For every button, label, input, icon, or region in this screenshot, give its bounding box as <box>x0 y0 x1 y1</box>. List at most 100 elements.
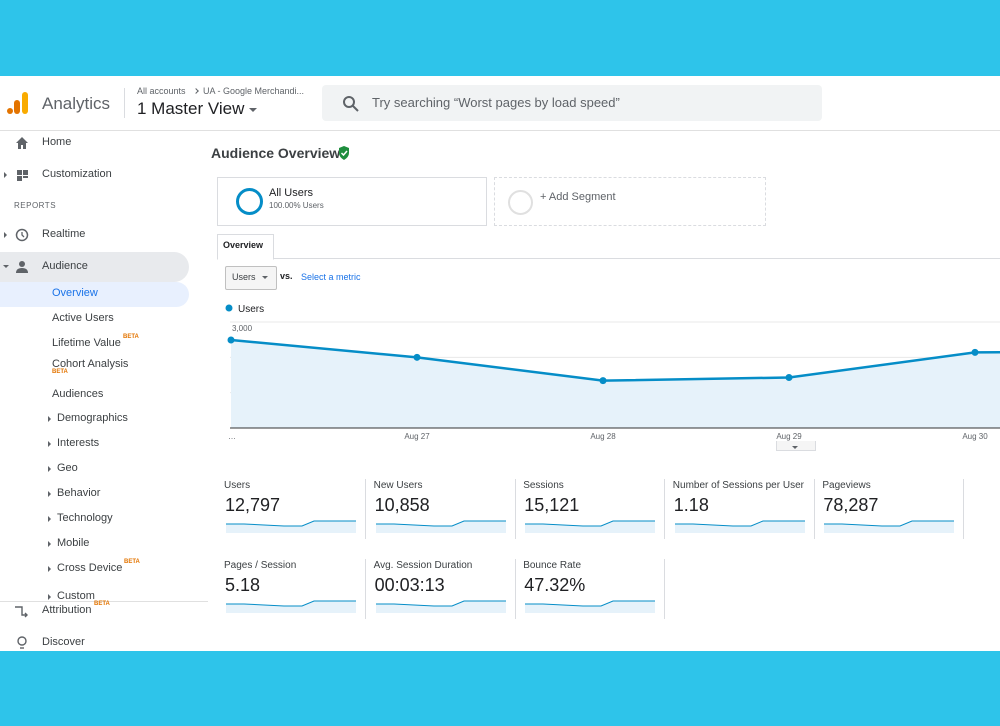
header-divider <box>124 88 125 118</box>
sparkline-line <box>375 600 506 607</box>
icon-shape <box>15 228 29 242</box>
card-separator <box>963 479 965 539</box>
sparkline <box>525 600 656 613</box>
logo-dot <box>7 108 13 114</box>
nav-item[interactable]: Realtime <box>42 228 86 240</box>
metric-label: Bounce Rate <box>523 560 582 571</box>
active-parent-highlight <box>0 252 189 282</box>
legend-swatch <box>225 304 233 312</box>
add-segment-ring <box>508 190 533 215</box>
nav-item[interactable]: Overview <box>52 287 98 299</box>
point <box>599 377 607 385</box>
sparkline-area <box>226 521 356 533</box>
icon-shape <box>16 137 28 149</box>
point <box>227 336 235 344</box>
breadcrumb[interactable]: UA - Google Merchandi... <box>203 86 305 96</box>
sparkline-line <box>824 520 955 527</box>
nav-item[interactable]: Attribution <box>42 604 92 616</box>
card-separator <box>813 479 815 539</box>
brand: Analytics <box>42 94 111 113</box>
icon-shape <box>16 268 28 273</box>
metric-dropdown[interactable] <box>225 266 277 290</box>
nav-item[interactable]: Discover <box>42 636 85 648</box>
sparkline <box>824 520 955 533</box>
icon-shape <box>21 232 25 238</box>
nav-item[interactable]: Lifetime Value <box>52 337 121 349</box>
metric-value: 1.18 <box>673 495 709 515</box>
sparkline-area <box>375 521 506 533</box>
logo-bar <box>14 100 20 114</box>
nav-icon <box>15 228 29 242</box>
metric-label: Pages / Session <box>224 560 297 571</box>
search-icon-ring <box>343 96 355 108</box>
point <box>971 348 979 356</box>
nav-item[interactable]: Cross Device <box>57 562 123 574</box>
handle-arrow <box>792 446 798 449</box>
card-separator <box>365 559 366 619</box>
active-item-highlight <box>0 282 189 307</box>
nav-item[interactable]: Audience <box>42 260 88 272</box>
x-tick-label: Aug 28 <box>590 432 616 441</box>
metric-value: 47.32% <box>524 575 586 595</box>
tab-strip-line <box>217 258 1000 259</box>
point <box>413 353 421 361</box>
nav-item[interactable]: Demographics <box>57 412 128 424</box>
nav-item[interactable]: Home <box>42 136 72 148</box>
sparkline <box>375 600 506 613</box>
logo <box>7 92 28 114</box>
nav-item[interactable]: Geo <box>57 462 78 474</box>
add-segment-card[interactable] <box>494 177 766 226</box>
nav-item[interactable]: Cohort Analysis <box>52 358 129 370</box>
metric-label: Users <box>224 480 251 491</box>
badge-check <box>340 150 348 157</box>
sparkline <box>525 520 656 533</box>
nav-item[interactable]: Customization <box>42 168 112 180</box>
search-placeholder: Try searching “Worst pages by load speed… <box>372 95 620 110</box>
verified-badge <box>339 146 349 160</box>
sparkline-area <box>226 601 356 613</box>
search-box[interactable] <box>322 85 822 121</box>
view-selector[interactable]: 1 Master View <box>137 99 245 118</box>
sparkline <box>226 600 356 613</box>
card-separator <box>664 479 666 539</box>
nav-item[interactable]: Interests <box>57 437 100 449</box>
nav-icon <box>17 636 27 649</box>
nav-icon <box>17 170 28 181</box>
x-tick-label: … <box>228 432 236 441</box>
nav-item[interactable]: Technology <box>57 512 113 524</box>
expand-arrow <box>48 441 51 447</box>
breadcrumb[interactable]: All accounts <box>137 86 186 96</box>
legend-label: Users <box>238 304 264 315</box>
sparkline-area <box>824 521 955 533</box>
segment-detail: 100.00% Users <box>269 201 324 210</box>
search-icon-handle <box>352 105 359 112</box>
nav-item[interactable]: Custom <box>57 590 95 602</box>
card-separator <box>514 479 516 539</box>
x-tick-label: Aug 29 <box>776 432 802 441</box>
metric-label: Pageviews <box>822 480 871 491</box>
sparkline-area <box>375 601 506 613</box>
expand-arrow <box>4 172 7 178</box>
tab[interactable] <box>217 234 274 260</box>
icon-shape <box>15 606 28 618</box>
icon-shape <box>23 176 28 178</box>
sidebar-section: REPORTS <box>14 201 57 210</box>
page-title: Audience Overview <box>211 145 341 161</box>
expand-arrow <box>4 232 7 238</box>
sparkline-area <box>525 521 656 533</box>
nav-item[interactable]: Audiences <box>52 388 104 400</box>
nav-icon <box>15 606 28 618</box>
sparkline-line <box>525 600 656 607</box>
sparkline-line <box>375 520 506 527</box>
icon-shape <box>17 176 22 181</box>
analytics-app: Analytics All accounts UA - Google Merchan… <box>0 76 1000 651</box>
metric-dropdown-label: Users <box>232 272 256 282</box>
add-segment[interactable]: + Add Segment <box>540 191 616 203</box>
select-metric[interactable]: Select a metric <box>301 272 361 282</box>
nav-item[interactable]: Mobile <box>57 537 90 549</box>
icon-shape <box>23 170 28 175</box>
nav-item[interactable]: Behavior <box>57 487 101 499</box>
vs-label: vs. <box>280 271 293 281</box>
line <box>230 338 1000 382</box>
nav-item[interactable]: Active Users <box>52 312 114 324</box>
